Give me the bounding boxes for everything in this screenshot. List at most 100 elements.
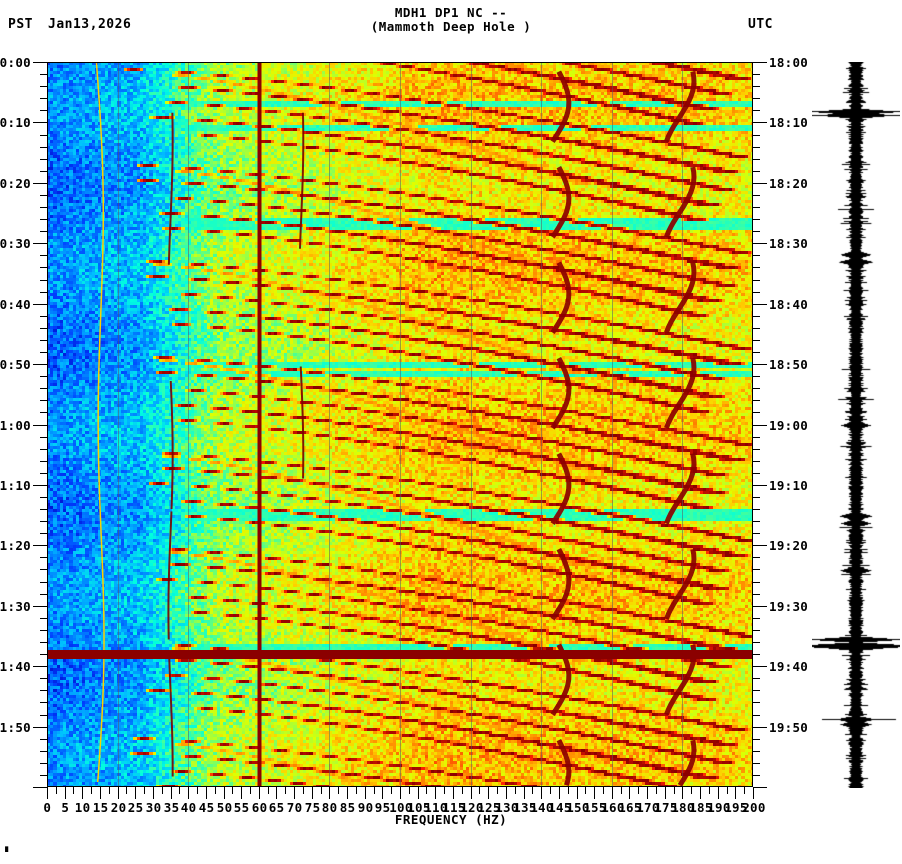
time-tick-minor-right <box>753 400 760 401</box>
time-tick-minor-right <box>753 618 760 619</box>
freq-tick-major <box>665 787 666 799</box>
freq-label: 60 <box>251 800 268 815</box>
time-tick-major-left <box>33 485 47 486</box>
freq-tick-minor <box>709 787 710 794</box>
time-label-utc: 19:10 <box>769 478 809 493</box>
time-label-pst: 11:00 <box>0 418 31 433</box>
freq-label: 90 <box>357 800 374 815</box>
freq-label: 10 <box>74 800 91 815</box>
time-tick-minor-right <box>753 255 760 256</box>
seismogram-trace[interactable] <box>812 62 900 788</box>
seismogram-canvas[interactable] <box>812 62 900 788</box>
time-label-pst: 11:40 <box>0 659 31 674</box>
time-tick-minor-right <box>753 763 760 764</box>
time-tick-minor-right <box>753 98 760 99</box>
time-label-pst: 10:20 <box>0 176 31 191</box>
freq-tick-minor <box>727 787 728 794</box>
freq-tick-major <box>382 787 383 799</box>
time-tick-minor-right <box>753 437 760 438</box>
time-label-pst: 11:20 <box>0 538 31 553</box>
time-tick-minor-left <box>40 267 47 268</box>
time-tick-minor-left <box>40 437 47 438</box>
time-tick-minor-left <box>40 280 47 281</box>
freq-label: 160 <box>601 800 625 815</box>
time-tick-minor-right <box>753 171 760 172</box>
time-tick-minor-left <box>40 763 47 764</box>
time-tick-major-right <box>753 304 767 305</box>
time-label-utc: 18:30 <box>769 236 809 251</box>
time-tick-minor-right <box>753 509 760 510</box>
time-tick-minor-right <box>753 533 760 534</box>
freq-label: 45 <box>198 800 215 815</box>
time-tick-minor-left <box>40 74 47 75</box>
freq-tick-major <box>171 787 172 799</box>
freq-label: 120 <box>460 800 484 815</box>
freq-tick-major <box>118 787 119 799</box>
time-tick-minor-left <box>40 449 47 450</box>
time-tick-major-right <box>753 545 767 546</box>
time-tick-minor-left <box>40 255 47 256</box>
freq-tick-minor <box>268 787 269 794</box>
freq-tick-minor <box>321 787 322 794</box>
time-label-utc: 18:00 <box>769 55 809 70</box>
freq-tick-major <box>135 787 136 799</box>
freq-tick-major <box>453 787 454 799</box>
freq-tick-minor <box>585 787 586 794</box>
freq-tick-major <box>524 787 525 799</box>
time-tick-minor-right <box>753 678 760 679</box>
freq-label: 95 <box>374 800 391 815</box>
time-tick-major-left <box>33 545 47 546</box>
time-tick-minor-right <box>753 521 760 522</box>
time-tick-minor-left <box>40 642 47 643</box>
freq-label: 105 <box>407 800 431 815</box>
time-tick-minor-left <box>40 569 47 570</box>
time-label-utc: 19:00 <box>769 418 809 433</box>
freq-tick-minor <box>426 787 427 794</box>
time-tick-minor-right <box>753 86 760 87</box>
freq-tick-minor <box>409 787 410 794</box>
frequency-axis: 0 5 10 15 20 25 30 35 40 45 50 55 60 65 70 75 80 85 90 95 10… <box>43 787 765 833</box>
freq-tick-minor <box>91 787 92 794</box>
time-tick-minor-left <box>40 618 47 619</box>
time-tick-major-right <box>753 243 767 244</box>
time-tick-minor-right <box>753 412 760 413</box>
spectrogram-plot[interactable] <box>47 62 753 787</box>
freq-label: 145 <box>548 800 572 815</box>
freq-tick-minor <box>126 787 127 794</box>
freq-tick-major <box>682 787 683 799</box>
time-tick-minor-right <box>753 376 760 377</box>
time-tick-minor-left <box>40 715 47 716</box>
freq-label: 150 <box>566 800 590 815</box>
time-tick-minor-left <box>40 775 47 776</box>
freq-tick-major <box>594 787 595 799</box>
time-tick-major-left <box>33 304 47 305</box>
freq-tick-major <box>329 787 330 799</box>
freq-label: 170 <box>636 800 660 815</box>
time-tick-major-right <box>753 364 767 365</box>
time-tick-major-left <box>33 183 47 184</box>
freq-label: 65 <box>268 800 285 815</box>
freq-tick-minor <box>162 787 163 794</box>
freq-tick-major <box>188 787 189 799</box>
time-tick-minor-right <box>753 702 760 703</box>
freq-label: 180 <box>671 800 695 815</box>
spectrogram-canvas[interactable] <box>47 62 753 787</box>
time-tick-minor-left <box>40 110 47 111</box>
freq-label: 50 <box>216 800 233 815</box>
freq-tick-major <box>276 787 277 799</box>
freq-tick-minor <box>550 787 551 794</box>
time-tick-minor-right <box>753 147 760 148</box>
freq-tick-major <box>471 787 472 799</box>
time-tick-minor-right <box>753 715 760 716</box>
freq-label: 5 <box>61 800 70 815</box>
freq-tick-minor <box>215 787 216 794</box>
time-tick-minor-left <box>40 171 47 172</box>
freq-label: 190 <box>707 800 731 815</box>
time-tick-minor-left <box>40 654 47 655</box>
freq-tick-minor <box>744 787 745 794</box>
freq-label: 100 <box>389 800 413 815</box>
time-tick-major-right <box>753 606 767 607</box>
time-tick-minor-left <box>40 739 47 740</box>
freq-tick-major <box>312 787 313 799</box>
site-name-subtitle: (Mammoth Deep Hole ) <box>370 19 532 34</box>
